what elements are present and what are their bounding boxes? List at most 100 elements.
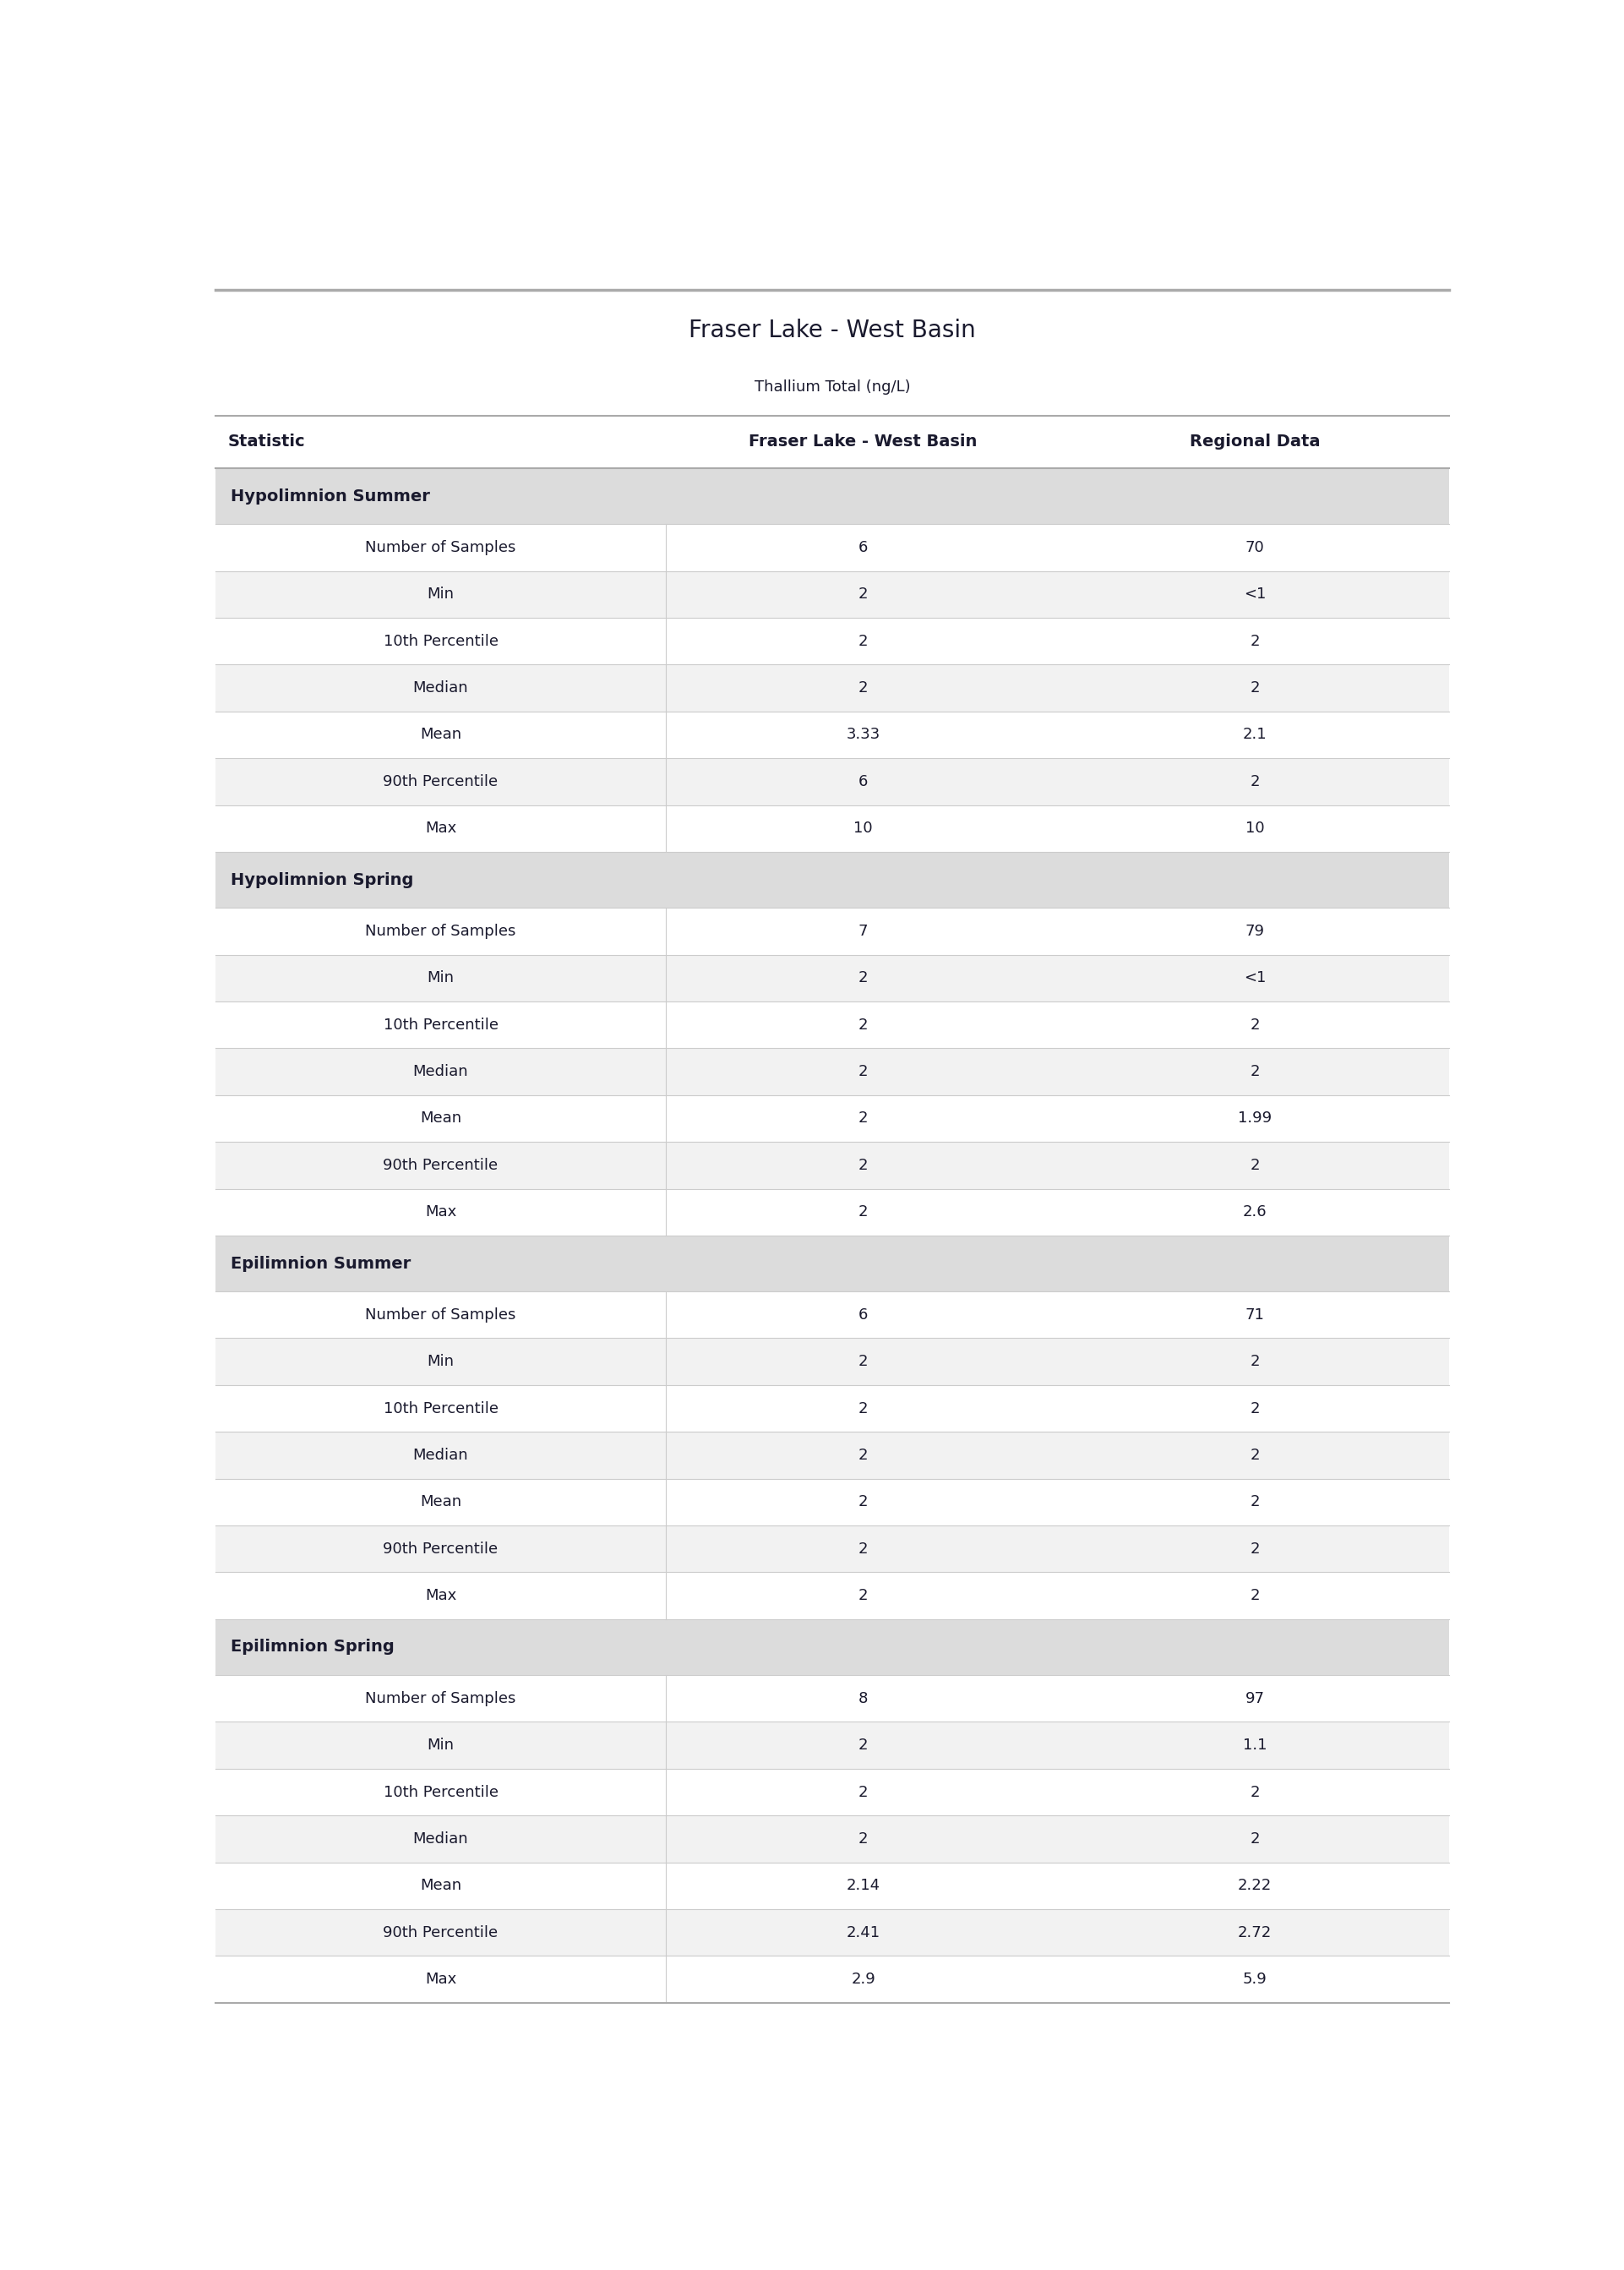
Text: 2.6: 2.6 <box>1242 1205 1267 1219</box>
Text: 3.33: 3.33 <box>846 726 880 742</box>
Bar <box>216 806 1449 851</box>
Bar <box>216 1573 1449 1619</box>
Text: 2: 2 <box>1250 681 1260 695</box>
Text: 2: 2 <box>1250 633 1260 649</box>
Text: 2: 2 <box>1250 1494 1260 1510</box>
Text: Max: Max <box>425 822 456 835</box>
Text: Number of Samples: Number of Samples <box>365 1691 516 1707</box>
Text: Median: Median <box>412 1065 468 1078</box>
Bar <box>216 1432 1449 1478</box>
Bar <box>216 617 1449 665</box>
Bar <box>216 908 1449 956</box>
Text: Max: Max <box>425 1973 456 1986</box>
Text: 2: 2 <box>1250 1784 1260 1800</box>
Text: 2: 2 <box>857 1739 867 1752</box>
Text: Min: Min <box>427 969 455 985</box>
Text: 90th Percentile: 90th Percentile <box>383 1925 499 1941</box>
Bar <box>216 1768 1449 1816</box>
Bar <box>216 1049 1449 1094</box>
Text: Number of Samples: Number of Samples <box>365 924 516 940</box>
Text: 2: 2 <box>857 1353 867 1369</box>
Text: 2: 2 <box>857 1448 867 1462</box>
Bar <box>216 1957 1449 2002</box>
Text: 2: 2 <box>1250 1401 1260 1416</box>
Text: 6: 6 <box>859 1308 867 1323</box>
Text: 6: 6 <box>859 774 867 790</box>
Text: 2: 2 <box>1250 774 1260 790</box>
Text: 2: 2 <box>857 681 867 695</box>
Text: Min: Min <box>427 586 455 602</box>
Bar <box>216 524 1449 572</box>
Text: 2.1: 2.1 <box>1242 726 1267 742</box>
Text: Mean: Mean <box>421 1110 461 1126</box>
Bar <box>216 291 1449 415</box>
Text: 2: 2 <box>857 1065 867 1078</box>
Bar <box>216 1189 1449 1235</box>
Text: 2: 2 <box>1250 1158 1260 1174</box>
Bar <box>216 1619 1449 1675</box>
Text: Fraser Lake - West Basin: Fraser Lake - West Basin <box>749 434 978 449</box>
Text: <1: <1 <box>1244 969 1265 985</box>
Text: Min: Min <box>427 1739 455 1752</box>
Bar <box>216 1816 1449 1861</box>
Bar <box>216 711 1449 758</box>
Text: 2: 2 <box>857 969 867 985</box>
Bar <box>216 1339 1449 1385</box>
Bar <box>216 1001 1449 1049</box>
Bar <box>216 1235 1449 1292</box>
Text: Epilimnion Spring: Epilimnion Spring <box>231 1639 395 1655</box>
Bar <box>216 468 1449 524</box>
Text: 6: 6 <box>859 540 867 556</box>
Text: Fraser Lake - West Basin: Fraser Lake - West Basin <box>689 320 976 343</box>
Text: 2: 2 <box>857 1541 867 1557</box>
Bar <box>216 1094 1449 1142</box>
Text: Thallium Total (ng/L): Thallium Total (ng/L) <box>754 379 911 395</box>
Text: 97: 97 <box>1246 1691 1265 1707</box>
Text: 2: 2 <box>1250 1065 1260 1078</box>
Bar <box>216 758 1449 806</box>
Text: Max: Max <box>425 1205 456 1219</box>
Text: Regional Data: Regional Data <box>1189 434 1320 449</box>
Text: 5.9: 5.9 <box>1242 1973 1267 1986</box>
Text: Mean: Mean <box>421 1877 461 1893</box>
Text: Median: Median <box>412 1832 468 1846</box>
Text: Hypolimnion Summer: Hypolimnion Summer <box>231 488 430 504</box>
Bar <box>216 1909 1449 1957</box>
Text: 2: 2 <box>857 1401 867 1416</box>
Text: 2: 2 <box>857 1205 867 1219</box>
Text: 90th Percentile: 90th Percentile <box>383 774 499 790</box>
Text: 2: 2 <box>857 1589 867 1603</box>
Bar <box>216 1861 1449 1909</box>
Bar <box>216 1478 1449 1525</box>
Bar <box>216 415 1449 468</box>
Text: 7: 7 <box>857 924 867 940</box>
Text: 90th Percentile: 90th Percentile <box>383 1158 499 1174</box>
Text: 2: 2 <box>1250 1832 1260 1846</box>
Text: <1: <1 <box>1244 586 1265 602</box>
Text: 2: 2 <box>857 586 867 602</box>
Bar <box>216 572 1449 617</box>
Bar <box>216 1525 1449 1573</box>
Text: 2: 2 <box>1250 1448 1260 1462</box>
Text: 1.1: 1.1 <box>1242 1739 1267 1752</box>
Text: 71: 71 <box>1246 1308 1265 1323</box>
Text: Median: Median <box>412 681 468 695</box>
Text: 10: 10 <box>1246 822 1265 835</box>
Text: Mean: Mean <box>421 1494 461 1510</box>
Text: 2: 2 <box>857 1494 867 1510</box>
Text: Mean: Mean <box>421 726 461 742</box>
Text: 2: 2 <box>857 1784 867 1800</box>
Text: 2: 2 <box>1250 1541 1260 1557</box>
Text: 2.14: 2.14 <box>846 1877 880 1893</box>
Text: 2.41: 2.41 <box>846 1925 880 1941</box>
Bar <box>216 1292 1449 1339</box>
Bar <box>216 851 1449 908</box>
Text: 2.72: 2.72 <box>1237 1925 1272 1941</box>
Text: 2: 2 <box>857 1832 867 1846</box>
Text: 2: 2 <box>857 1158 867 1174</box>
Bar <box>216 956 1449 1001</box>
Bar <box>216 665 1449 711</box>
Text: 2: 2 <box>1250 1017 1260 1033</box>
Text: 1.99: 1.99 <box>1237 1110 1272 1126</box>
Text: 79: 79 <box>1246 924 1265 940</box>
